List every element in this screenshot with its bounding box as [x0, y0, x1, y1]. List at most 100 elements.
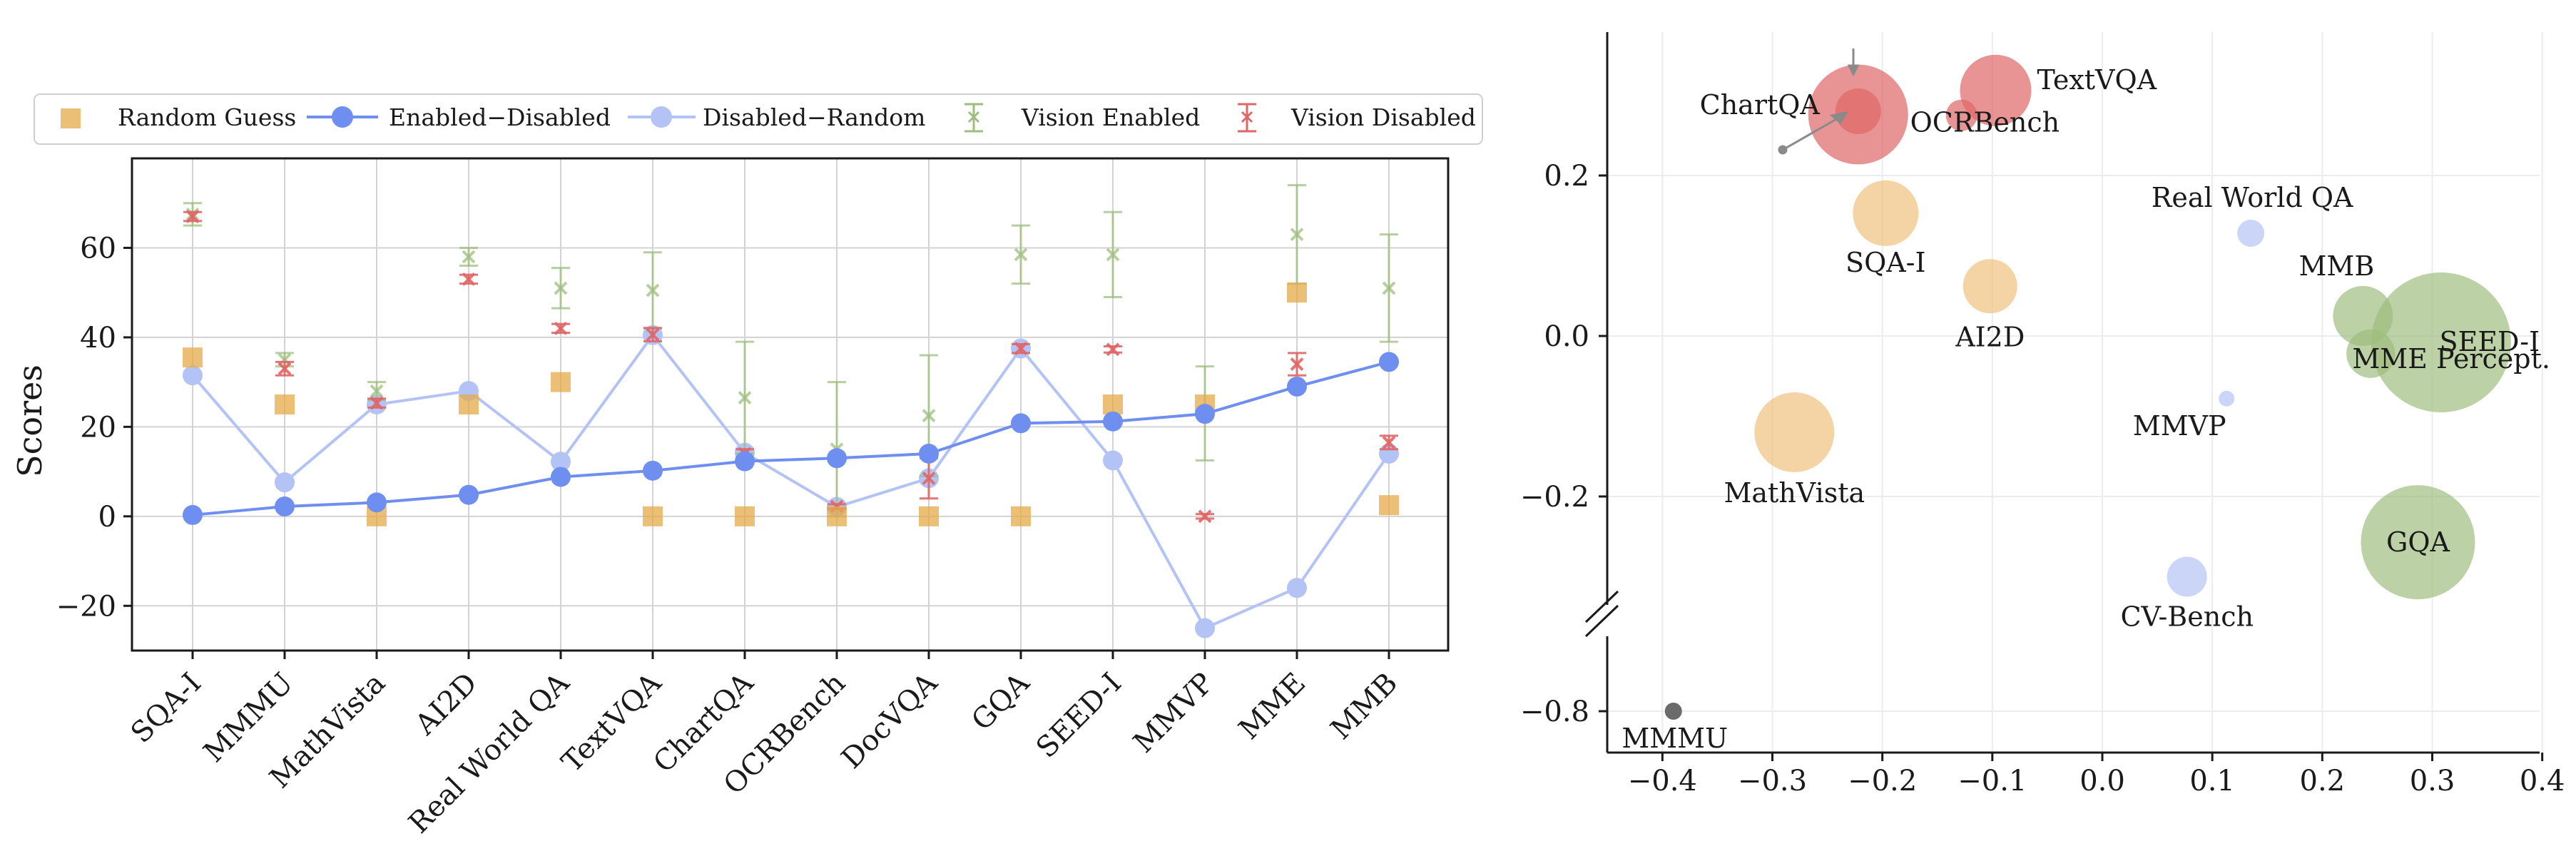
- errorbar-vision-enabled-chartqa: [735, 340, 754, 455]
- point-random-guess-real-world-qa: [551, 372, 571, 392]
- label-ocrbench: OCRBench: [1910, 107, 2060, 138]
- bubble-textvqa: [1960, 54, 2032, 126]
- errorbar-vision-enabled-seed-i: [1104, 210, 1122, 298]
- label-cv-bench: CV-Bench: [2120, 601, 2254, 633]
- point-enabled-disabled-mmmu: [275, 496, 295, 517]
- errorbar-vision-disabled-mme: [1288, 352, 1306, 377]
- x-tick-label: −0.2: [1848, 765, 1917, 798]
- marker-x: [1014, 248, 1028, 262]
- bubble-gqa: [2361, 485, 2475, 600]
- legend-marker-vision-enabled: [964, 103, 983, 133]
- bubble-mmvp: [2219, 390, 2235, 407]
- label-textvqa: TextVQA: [2037, 64, 2157, 96]
- point-enabled-disabled-real-world-qa: [551, 467, 571, 487]
- x-tick-label: −0.4: [1628, 765, 1697, 798]
- point-random-guess-textvqa: [643, 506, 663, 526]
- x-tick-label: 0.2: [2300, 765, 2346, 798]
- errorbar-vision-disabled-textvqa: [643, 327, 662, 343]
- marker-x: [646, 283, 660, 297]
- series-line-enabled-disabled: [192, 360, 1390, 516]
- errorbar-vision-enabled-mme: [1288, 184, 1306, 285]
- errorbar-vision-disabled-gqa: [1012, 342, 1030, 356]
- errorbar-vision-enabled-ai2d: [459, 246, 478, 268]
- x-tick-label: 0.1: [2189, 765, 2235, 798]
- errorbar-vision-enabled-mmb: [1380, 233, 1398, 343]
- errorbar-vision-disabled-seed-i: [1104, 342, 1122, 357]
- point-enabled-disabled-seed-i: [1103, 411, 1123, 432]
- point-enabled-disabled-ocrbench: [827, 448, 847, 469]
- label-chartqa: ChartQA: [1700, 89, 1821, 121]
- marker-x: [738, 391, 752, 405]
- point-random-guess-ai2d: [459, 394, 479, 414]
- point-enabled-disabled-gqa: [1011, 413, 1031, 434]
- errorbar-vision-disabled-mmvp: [1196, 509, 1214, 524]
- marker-x: [922, 409, 936, 423]
- marker-x: [1106, 342, 1120, 357]
- x-tick-label-seed-i: SEED-I: [1030, 667, 1128, 765]
- point-enabled-disabled-docvqa: [919, 444, 939, 464]
- marker-x: [1290, 357, 1304, 371]
- label-gqa: GQA: [2386, 526, 2450, 558]
- marker-x: [922, 472, 936, 485]
- bubble-sqa-i: [1853, 180, 1919, 246]
- legend-label-vision-enabled: Vision Enabled: [1021, 103, 1200, 131]
- marker-x: [1014, 342, 1028, 356]
- x-tick-label-mme: MME: [1233, 667, 1312, 746]
- point-random-guess-docvqa: [919, 506, 939, 526]
- bubble-mme-percept: [2346, 329, 2396, 378]
- legend-label-disabled-random: Disabled−Random: [703, 103, 925, 131]
- bubble-cv-bench: [2167, 556, 2207, 597]
- bubble-mmmu: [1664, 703, 1682, 720]
- point-disabled-random-sqa-i: [183, 365, 203, 386]
- errorbar-vision-disabled-real-world-qa: [551, 321, 570, 335]
- x-tick-label: −0.1: [1958, 765, 2027, 798]
- point-random-guess-chartqa: [735, 506, 755, 526]
- x-tick-label-mmb: MMB: [1325, 667, 1404, 746]
- x-tick-label: 0.3: [2410, 765, 2455, 798]
- plot-frame: [131, 157, 1450, 652]
- x-tick-label: −0.3: [1738, 765, 1807, 798]
- bubble-real-world-qa: [2237, 220, 2265, 247]
- legend-marker-random: [61, 108, 81, 128]
- marker-x: [1198, 509, 1212, 524]
- point-disabled-random-seed-i: [1103, 450, 1123, 471]
- marker-x: [646, 327, 660, 342]
- x-tick-label: 0.0: [2079, 765, 2125, 798]
- marker-x: [1290, 228, 1304, 242]
- point-random-guess-mmb: [1379, 495, 1399, 516]
- label-mmvp: MMVP: [2133, 410, 2226, 442]
- marker-x: [278, 362, 292, 376]
- bubble-ai2d: [1962, 259, 2017, 314]
- errorbar-vision-disabled-mmb: [1380, 434, 1398, 451]
- point-disabled-random-real-world-qa: [551, 452, 571, 472]
- x-tick-label-real-world-qa: Real World QA: [402, 666, 576, 840]
- point-disabled-random-mmmu: [275, 472, 295, 493]
- label-seed-i: SEED-I: [2440, 326, 2540, 357]
- point-random-guess-mmmu: [275, 394, 295, 414]
- x-tick-label: 0.4: [2520, 765, 2565, 798]
- point-enabled-disabled-textvqa: [643, 460, 663, 481]
- x-tick-label-textvqa: TextVQA: [556, 666, 668, 779]
- marker-x: [1106, 248, 1120, 262]
- y-axis-label: Scores: [11, 365, 49, 477]
- marker-x: [1382, 435, 1396, 449]
- marker-x: [1382, 281, 1396, 295]
- point-enabled-disabled-sqa-i: [183, 504, 203, 525]
- y-tick-label: −0.8: [1520, 696, 1589, 728]
- point-random-guess-gqa: [1011, 506, 1031, 526]
- x-tick-label-docvqa: DocVQA: [835, 666, 945, 775]
- legend: Random Guess Enabled−Disabled Disabled−R…: [34, 93, 1483, 145]
- label-mme-percept: MME Percept.: [2352, 343, 2550, 374]
- y-tick-label: 0.0: [1544, 320, 1589, 353]
- errorbar-vision-disabled-mmmu: [275, 360, 294, 377]
- point-enabled-disabled-mmb: [1379, 352, 1399, 372]
- y-tick-label: 60: [80, 232, 116, 265]
- x-tick-label-sqa-i: SQA-I: [125, 667, 208, 750]
- point-random-guess-mme: [1287, 282, 1307, 303]
- bubble-seed-i: [2371, 272, 2511, 412]
- y-tick-label: −0.2: [1520, 481, 1589, 514]
- errorbar-vision-enabled-real-world-qa: [551, 267, 570, 310]
- y-tick-label: −20: [56, 590, 116, 623]
- errorbar-vision-disabled-mathvista: [367, 396, 386, 410]
- bubble-mathvista: [1754, 392, 1835, 472]
